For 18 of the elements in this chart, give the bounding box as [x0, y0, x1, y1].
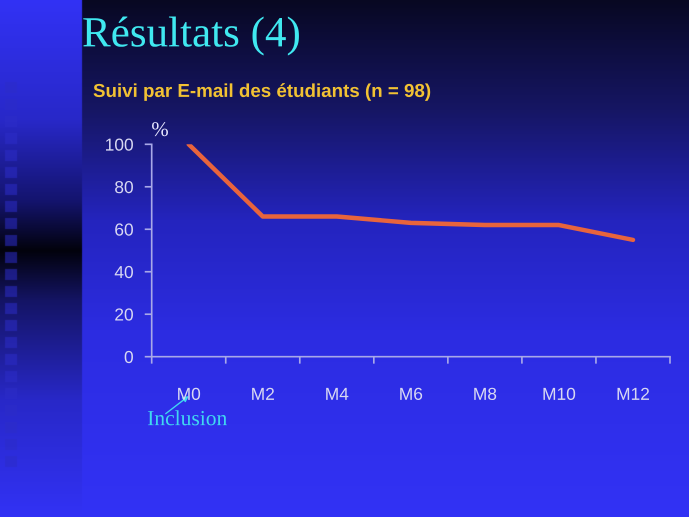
- x-tick-label: M2: [252, 388, 274, 400]
- y-axis-title: %: [152, 122, 168, 136]
- y-tick-label: 20: [115, 308, 133, 321]
- chart-subtitle: Suivi par E-mail des étudiants (n = 98): [94, 83, 430, 101]
- x-tick-label: M8: [474, 388, 496, 400]
- x-tick-label: M12: [618, 388, 649, 400]
- y-tick-label: 40: [114, 266, 133, 278]
- y-tick-label: 80: [115, 180, 133, 194]
- text: Inclusion: [148, 410, 227, 426]
- y-tick-label: 0: [124, 350, 133, 364]
- x-tick-label: M0: [178, 388, 200, 400]
- line-series: [186, 144, 636, 242]
- x-tick-label: M4: [326, 388, 348, 400]
- chart-title: Résultats (4): [83, 16, 299, 56]
- y-tick-label: 100: [106, 138, 133, 151]
- y-tick-label: 60: [115, 223, 133, 236]
- x-tick-label: M10: [543, 388, 576, 400]
- x-tick-label: M6: [400, 388, 422, 400]
